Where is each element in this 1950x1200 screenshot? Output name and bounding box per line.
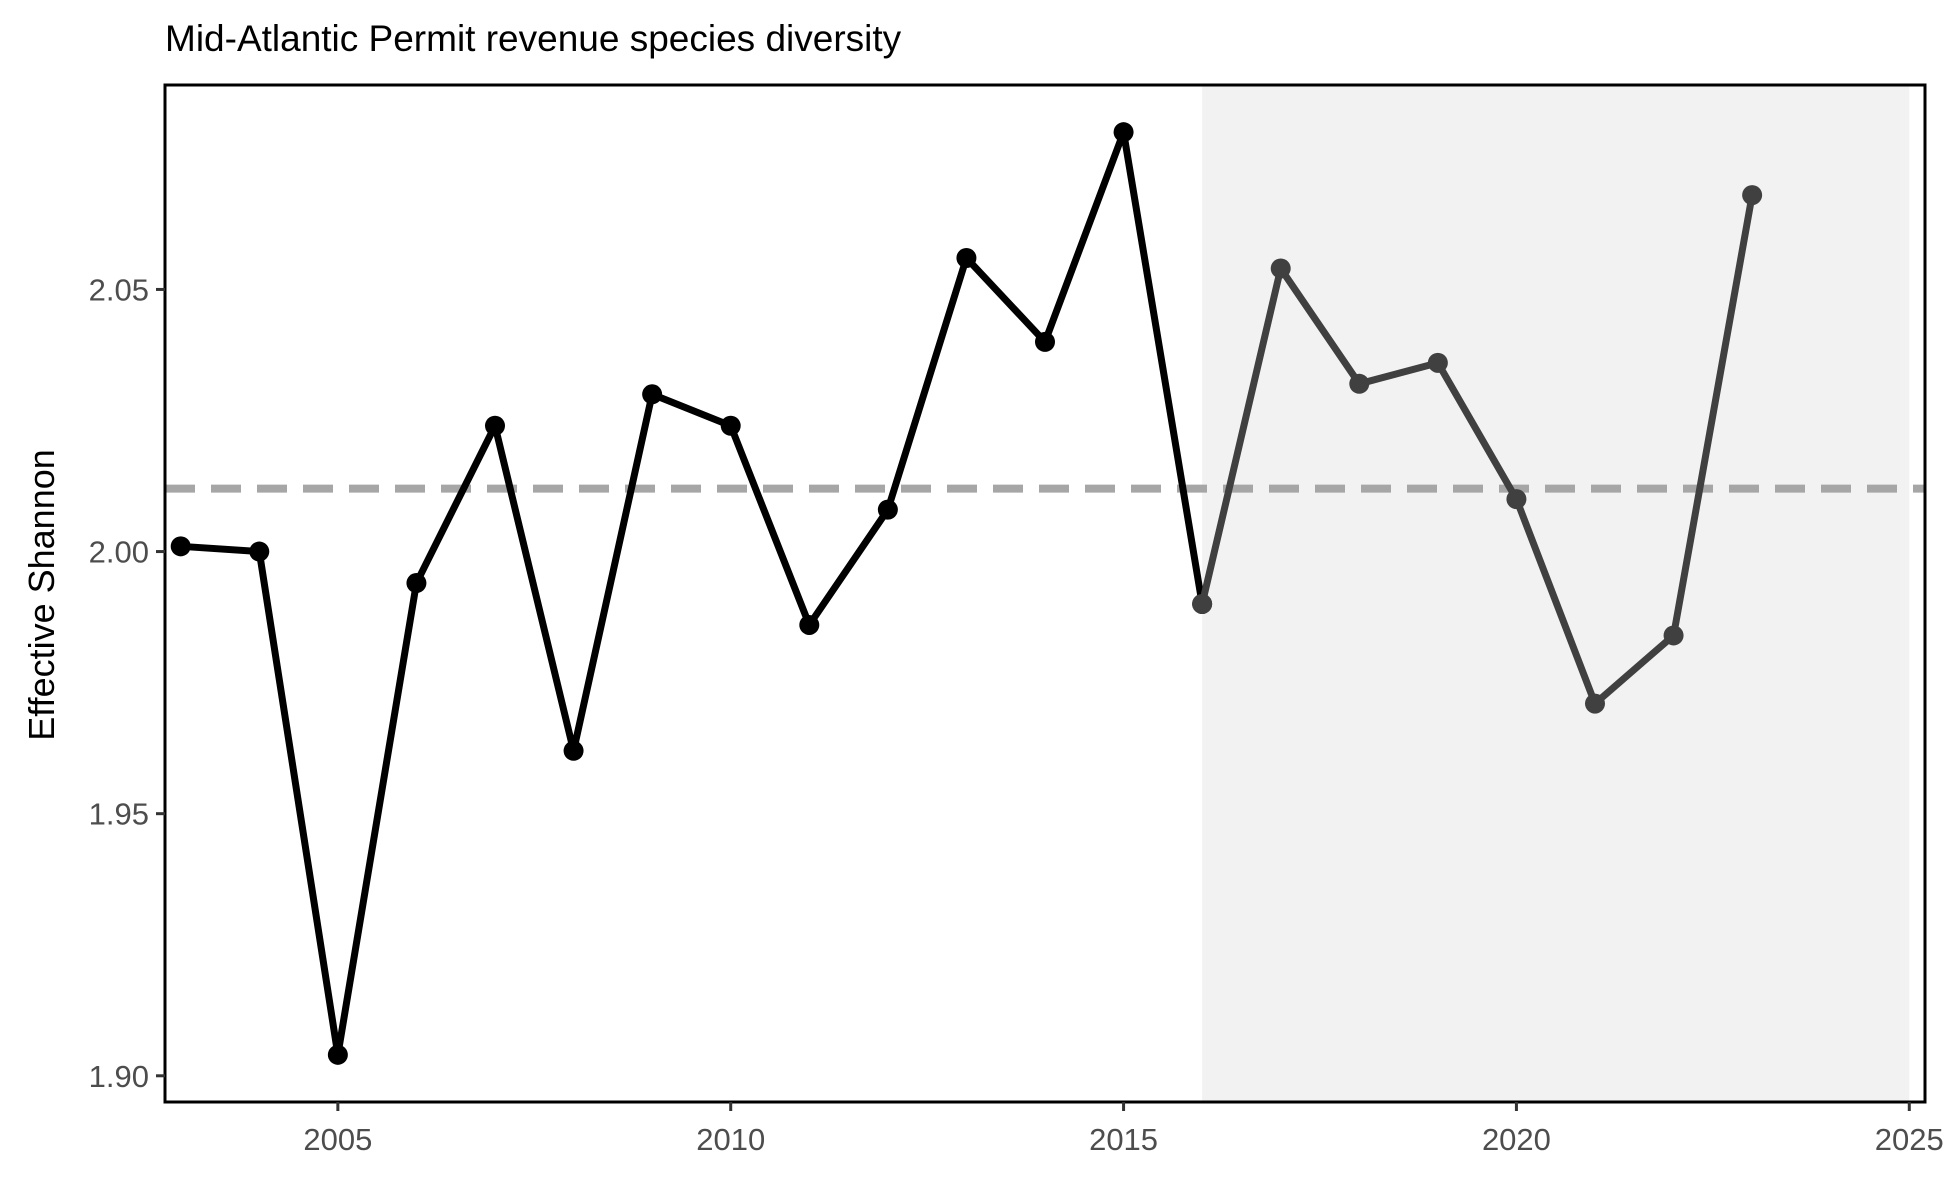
data-point-2-2022	[1663, 625, 1684, 646]
data-point-1-2003	[170, 536, 191, 557]
data-point-2-2020	[1506, 489, 1527, 510]
x-tick-label-2005: 2005	[303, 1122, 372, 1157]
data-point-2-2023	[1742, 185, 1763, 206]
data-point-1-2012	[877, 499, 898, 520]
y-tick-label-2.00: 2.00	[89, 535, 149, 570]
series-line-1	[177, 128, 1206, 1059]
x-tick-label-2010: 2010	[696, 1122, 765, 1157]
data-point-1-2008	[563, 740, 584, 761]
series-line-2	[1198, 191, 1756, 708]
x-tick-label-2015: 2015	[1089, 1122, 1158, 1157]
y-tick-label-1.95: 1.95	[89, 797, 149, 832]
y-axis-label: Effective Shannon	[21, 449, 62, 741]
y-tick-label-1.90: 1.90	[89, 1059, 149, 1094]
data-point-1-2011	[799, 614, 820, 635]
chart-title: Mid-Atlantic Permit revenue species dive…	[165, 18, 902, 59]
data-point-2-2019	[1427, 352, 1448, 373]
data-point-1-2007	[485, 415, 505, 436]
data-point-1-2006	[406, 573, 427, 594]
data-point-2-2018	[1349, 373, 1370, 394]
data-point-1-2013	[956, 247, 977, 268]
data-point-1-2015	[1113, 122, 1134, 143]
data-point-1-2014	[1035, 331, 1055, 352]
plot-border	[163, 83, 1927, 1104]
x-tick-label-2025: 2025	[1875, 1122, 1944, 1157]
plot-area: 2005 2010 2015 2020 2025 1.90 1.95 2.00 2.05	[89, 83, 1944, 1157]
data-point-1-2010	[720, 415, 741, 436]
data-point-2-2016	[1192, 593, 1213, 614]
data-point-1-2005	[327, 1044, 348, 1065]
data-point-2-2017	[1270, 258, 1291, 279]
data-point-1-2009	[642, 384, 663, 405]
y-tick-label-2.05: 2.05	[89, 272, 149, 307]
data-point-1-2004	[249, 541, 270, 562]
x-tick-label-2020: 2020	[1482, 1122, 1551, 1157]
data-point-2-2021	[1585, 693, 1605, 714]
